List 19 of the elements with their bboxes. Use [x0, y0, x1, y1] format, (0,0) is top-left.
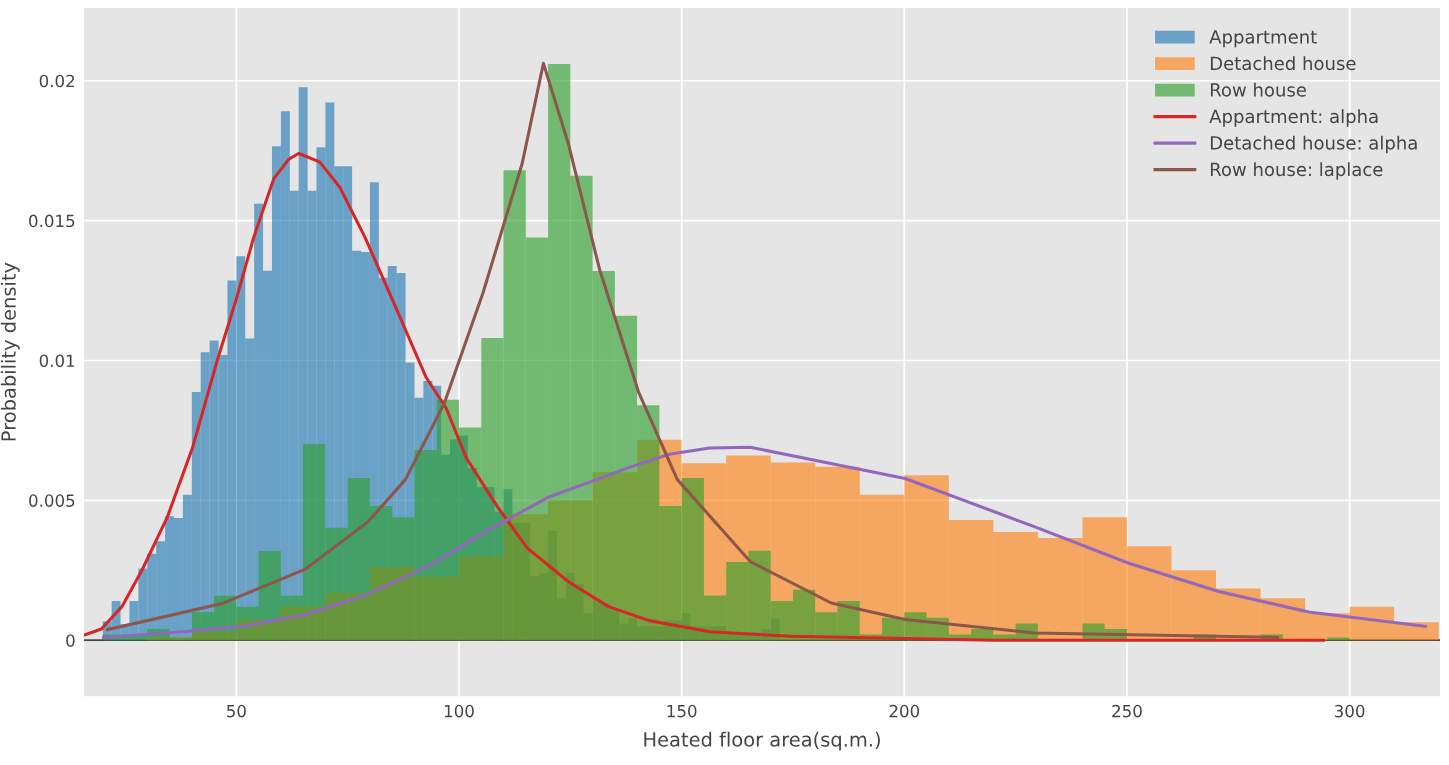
legend-label: Appartment: alpha [1209, 109, 1378, 127]
x-tick-label: 100 [444, 704, 474, 718]
x-tick-label: 50 [227, 704, 246, 718]
x-axis-title: Heated floor area(sq.m.) [644, 731, 880, 751]
y-tick-label: 0.02 [39, 74, 75, 88]
y-axis-title: Probability density [0, 262, 20, 441]
y-tick-label: 0.015 [29, 214, 75, 228]
x-tick-label: 200 [889, 704, 920, 718]
x-tick-label: 300 [1334, 704, 1365, 718]
x-tick-label: 150 [667, 704, 697, 718]
legend-label: Row house [1210, 82, 1306, 97]
legend-label: Detached house [1210, 56, 1356, 71]
legend-label: Appartment [1209, 30, 1317, 48]
legend-label: Row house: laplace [1210, 162, 1383, 180]
y-tick-label: 0 [66, 634, 75, 647]
legend-label: Detached house: alpha [1210, 135, 1417, 154]
y-tick-label: 0.005 [29, 494, 75, 507]
x-tick-label: 250 [1112, 704, 1142, 718]
y-tick-label: 0.01 [39, 354, 75, 368]
